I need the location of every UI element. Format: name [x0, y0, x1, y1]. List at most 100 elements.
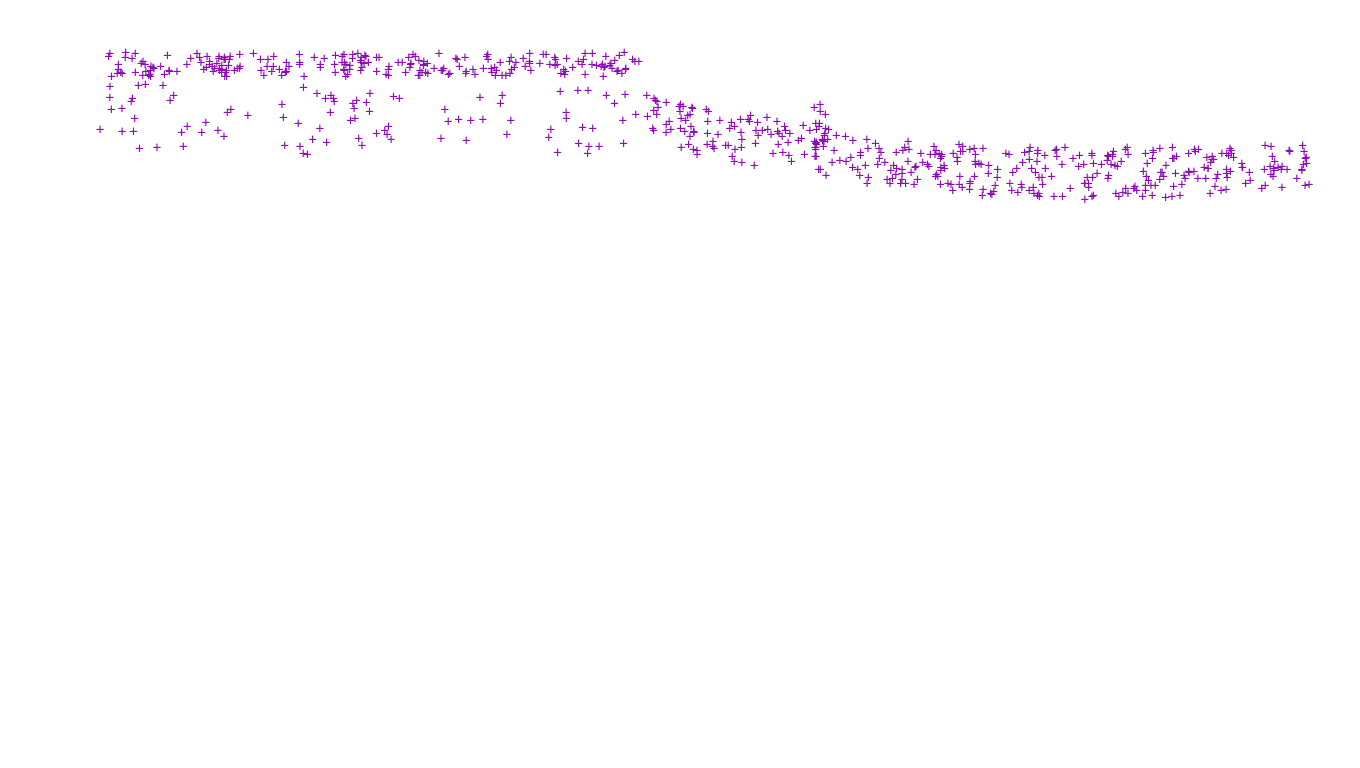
scatter-point: +: [621, 88, 629, 102]
scatter-point: +: [820, 129, 828, 143]
scatter-point: +: [1191, 145, 1199, 159]
scatter-point: +: [1093, 167, 1101, 181]
scatter-point: +: [1035, 187, 1043, 201]
scatter-point: +: [984, 159, 992, 173]
scatter-point: +: [1038, 171, 1046, 185]
scatter-point: +: [437, 132, 445, 146]
scatter-point: +: [437, 64, 445, 78]
scatter-point: +: [135, 142, 143, 156]
scatter-point: +: [1285, 144, 1293, 158]
scatter-point: +: [773, 125, 781, 139]
scatter-point: +: [322, 136, 330, 150]
scatter-point: +: [574, 137, 582, 151]
scatter-point: +: [106, 91, 114, 105]
scatter-point: +: [383, 128, 391, 142]
scatter-point: +: [934, 170, 942, 184]
scatter-point: +: [635, 55, 643, 69]
scatter-point: +: [649, 122, 657, 136]
scatter-point: +: [1053, 150, 1061, 164]
scatter-point: +: [128, 92, 136, 106]
scatter-point: +: [797, 132, 805, 146]
scatter-point: +: [912, 160, 920, 174]
scatter-point: +: [525, 47, 533, 61]
scatter-point: +: [662, 96, 670, 110]
scatter-point: +: [547, 123, 555, 137]
scatter-point: +: [677, 141, 685, 155]
scatter-point: +: [281, 139, 289, 153]
scatter-point: +: [507, 114, 515, 128]
scatter-point: +: [832, 129, 840, 143]
scatter-point: +: [498, 89, 506, 103]
scatter-point: +: [598, 58, 606, 72]
scatter-point: +: [574, 84, 582, 98]
scatter-point: +: [578, 121, 586, 135]
scatter-point: +: [173, 65, 181, 79]
scatter-point: +: [1171, 167, 1179, 181]
scatter-point: +: [588, 47, 596, 61]
scatter-point: +: [223, 106, 231, 120]
scatter-point: +: [709, 140, 717, 154]
scatter-point: +: [244, 109, 252, 123]
scatter-point: +: [1050, 190, 1058, 204]
scatter-point: +: [553, 146, 561, 160]
scatter-point: +: [556, 85, 564, 99]
scatter-point: +: [121, 51, 129, 65]
scatter-point: +: [1121, 143, 1129, 157]
scatter-point: +: [1156, 142, 1164, 156]
scatter-point: +: [1278, 181, 1286, 195]
scatter-point: +: [619, 114, 627, 128]
scatter-point: +: [118, 125, 126, 139]
scatter-point: +: [1305, 178, 1313, 192]
scatter-point: +: [716, 114, 724, 128]
scatter-point: +: [1066, 182, 1074, 196]
scatter-point: +: [785, 149, 793, 163]
scatter-point: +: [971, 155, 979, 169]
scatter-point: +: [96, 123, 104, 137]
scatter-point: +: [1278, 160, 1286, 174]
scatter-point: +: [159, 79, 167, 93]
scatter-point: +: [892, 146, 900, 160]
scatter-point: +: [800, 148, 808, 162]
scatter-point: +: [313, 87, 321, 101]
scatter-point: +: [344, 68, 352, 82]
scatter-point: +: [584, 84, 592, 98]
scatter-point: +: [751, 137, 759, 151]
scatter-point: +: [1161, 191, 1169, 205]
scatter-point: +: [744, 113, 752, 127]
scatter-point: +: [358, 139, 366, 153]
scatter-point: +: [205, 55, 213, 69]
scatter-point: +: [257, 64, 265, 78]
scatter-point: +: [595, 140, 603, 154]
scatter-point: +: [693, 148, 701, 162]
scatter-point: +: [299, 147, 307, 161]
scatter-point: +: [913, 173, 921, 187]
scatter-point: +: [1238, 157, 1246, 171]
scatter-point: +: [476, 91, 484, 105]
scatter-point: +: [372, 127, 380, 141]
scatter-point: +: [461, 51, 469, 65]
scatter-point: +: [1246, 174, 1254, 188]
scatter-point: +: [187, 52, 195, 66]
scatter-point: +: [562, 52, 570, 66]
scatter-point: +: [763, 123, 771, 137]
scatter-point: +: [294, 117, 302, 131]
scatter-point: +: [329, 92, 337, 106]
scatter-point: +: [1005, 148, 1013, 162]
scatter-point: +: [179, 140, 187, 154]
scatter-point: +: [956, 170, 964, 184]
scatter-point: +: [295, 48, 303, 62]
scatter-point: +: [372, 51, 380, 65]
scatter-point: +: [562, 106, 570, 120]
scatter-point: +: [118, 102, 126, 116]
scatter-point: +: [308, 133, 316, 147]
scatter-point: +: [153, 141, 161, 155]
scatter-point: +: [490, 61, 498, 75]
scatter-point: +: [822, 169, 830, 183]
scatter-point: +: [300, 70, 308, 84]
scatter-point: +: [372, 65, 380, 79]
scatter-point: +: [602, 89, 610, 103]
scatter-point: +: [1081, 177, 1089, 191]
scatter-point: +: [583, 147, 591, 161]
scatter-point: +: [104, 50, 112, 64]
scatter-point: +: [864, 171, 872, 185]
